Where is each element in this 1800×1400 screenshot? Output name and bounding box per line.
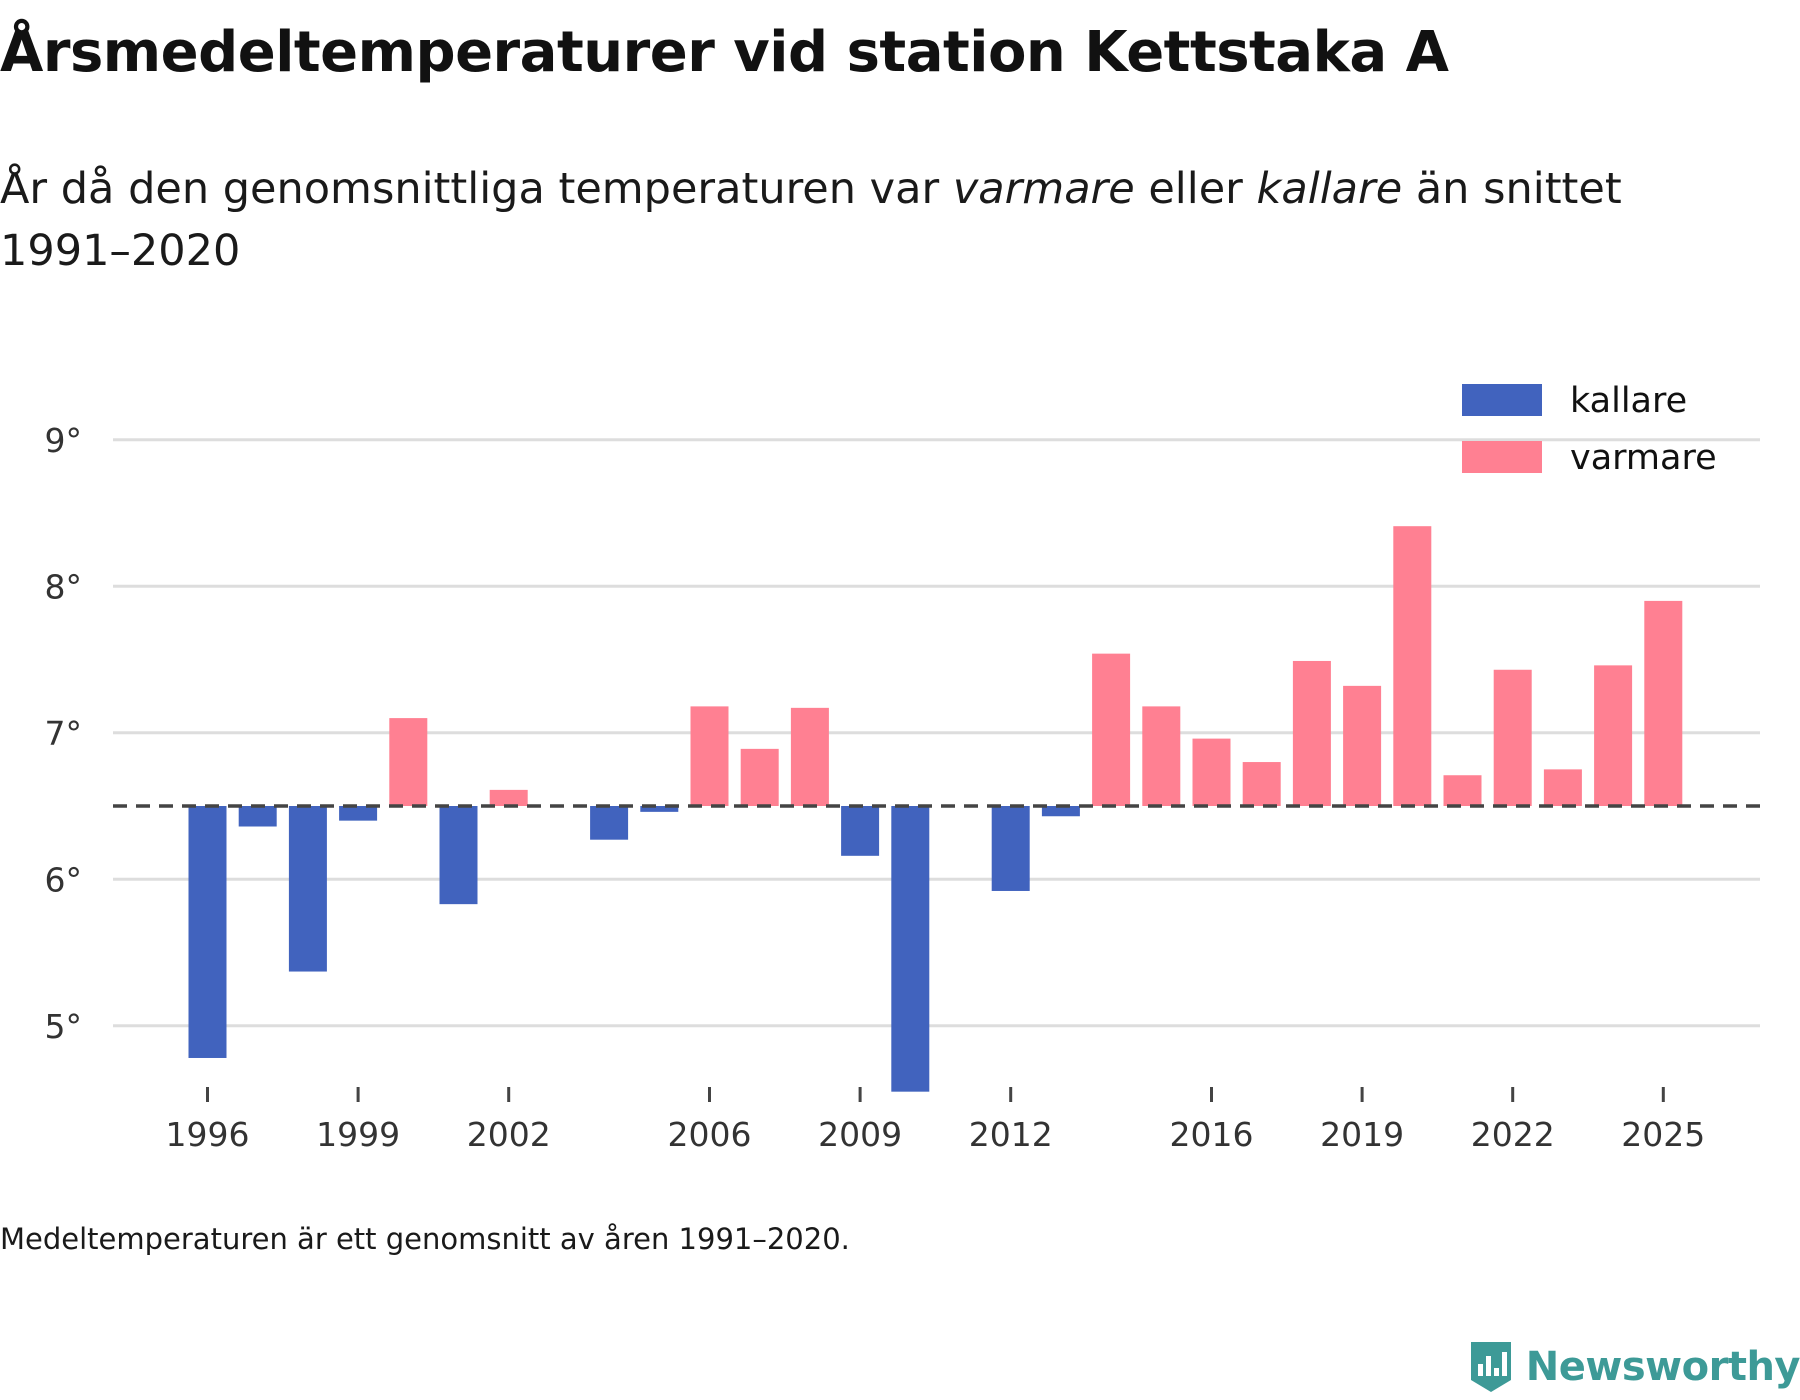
x-tick-label: 1996 <box>166 1115 250 1154</box>
bar-warmer <box>740 748 779 806</box>
x-tick-label: 2022 <box>1471 1115 1555 1154</box>
bars <box>188 526 1683 1092</box>
bar-colder <box>288 806 327 972</box>
y-tick-label: 7° <box>45 714 83 753</box>
bar-warmer <box>1393 526 1432 806</box>
bar-warmer <box>389 718 428 806</box>
footnote: Medeltemperaturen är ett genomsnitt av å… <box>0 1222 850 1256</box>
bar-warmer <box>1594 665 1633 806</box>
bar-colder <box>1041 806 1080 817</box>
x-tick-label: 2012 <box>969 1115 1053 1154</box>
x-tick-label: 2009 <box>818 1115 902 1154</box>
bar-colder <box>640 806 679 812</box>
subtitle-text-3: än snittet 1991–2020 <box>0 164 1622 276</box>
bar-colder <box>991 806 1030 891</box>
legend-label-kallare: kallare <box>1570 381 1687 421</box>
bar-warmer <box>790 707 829 806</box>
bar-chart: 5° 6° 7° 8° 9° 1996 1999 2002 2006 2009 2012 2016 20… <box>45 381 1760 1154</box>
x-tick-label: 2016 <box>1170 1115 1254 1154</box>
y-tick-label: 6° <box>45 860 83 899</box>
bar-warmer <box>1443 775 1482 806</box>
bar-colder <box>590 806 629 840</box>
y-tick-label: 8° <box>45 567 83 606</box>
bar-warmer <box>1543 769 1582 806</box>
legend-swatch-varmare <box>1462 441 1542 473</box>
x-tick-label: 1999 <box>316 1115 400 1154</box>
subtitle-cold-word: kallare <box>1256 164 1403 214</box>
bar-warmer <box>489 789 528 806</box>
bar-colder <box>238 806 277 827</box>
brand-logo[interactable]: Newsworthy <box>1468 1340 1800 1394</box>
bar-warmer <box>1292 660 1331 806</box>
brand-name: Newsworthy <box>1525 1344 1800 1390</box>
bar-warmer <box>1192 738 1231 806</box>
x-tick-label: 2002 <box>467 1115 551 1154</box>
x-tick-label: 2006 <box>668 1115 752 1154</box>
gridlines <box>113 438 1760 1028</box>
chart-title: Årsmedeltemperaturer vid station Kettsta… <box>0 20 1449 85</box>
bar-warmer <box>690 706 729 806</box>
chart-subtitle: År då den genomsnittliga temperaturen va… <box>0 158 1660 282</box>
bar-warmer <box>1343 685 1382 806</box>
bar-warmer <box>1142 706 1181 806</box>
y-tick-label: 5° <box>45 1007 83 1046</box>
bar-warmer <box>1242 762 1281 806</box>
x-tick-label: 2025 <box>1621 1115 1705 1154</box>
subtitle-text-1: År då den genomsnittliga temperaturen va… <box>0 164 953 214</box>
bar-colder <box>439 806 478 905</box>
bar-colder <box>891 806 930 1092</box>
axes: 5° 6° 7° 8° 9° 1996 1999 2002 2006 2009 2012 2016 20… <box>45 421 1706 1154</box>
y-tick-label: 9° <box>45 421 83 460</box>
bar-warmer <box>1644 600 1683 806</box>
subtitle-text-2: eller <box>1134 164 1257 214</box>
bar-colder <box>339 806 378 821</box>
subtitle-warm-word: varmare <box>952 164 1135 214</box>
newsworthy-logo-icon <box>1470 1342 1511 1392</box>
x-tick-label: 2019 <box>1320 1115 1404 1154</box>
bar-warmer <box>1493 669 1532 806</box>
legend: kallare varmare <box>1462 381 1717 478</box>
bar-colder <box>841 806 880 856</box>
bar-colder <box>188 806 227 1058</box>
legend-label-varmare: varmare <box>1570 438 1717 478</box>
bar-warmer <box>1092 653 1131 806</box>
legend-swatch-kallare <box>1462 384 1542 416</box>
